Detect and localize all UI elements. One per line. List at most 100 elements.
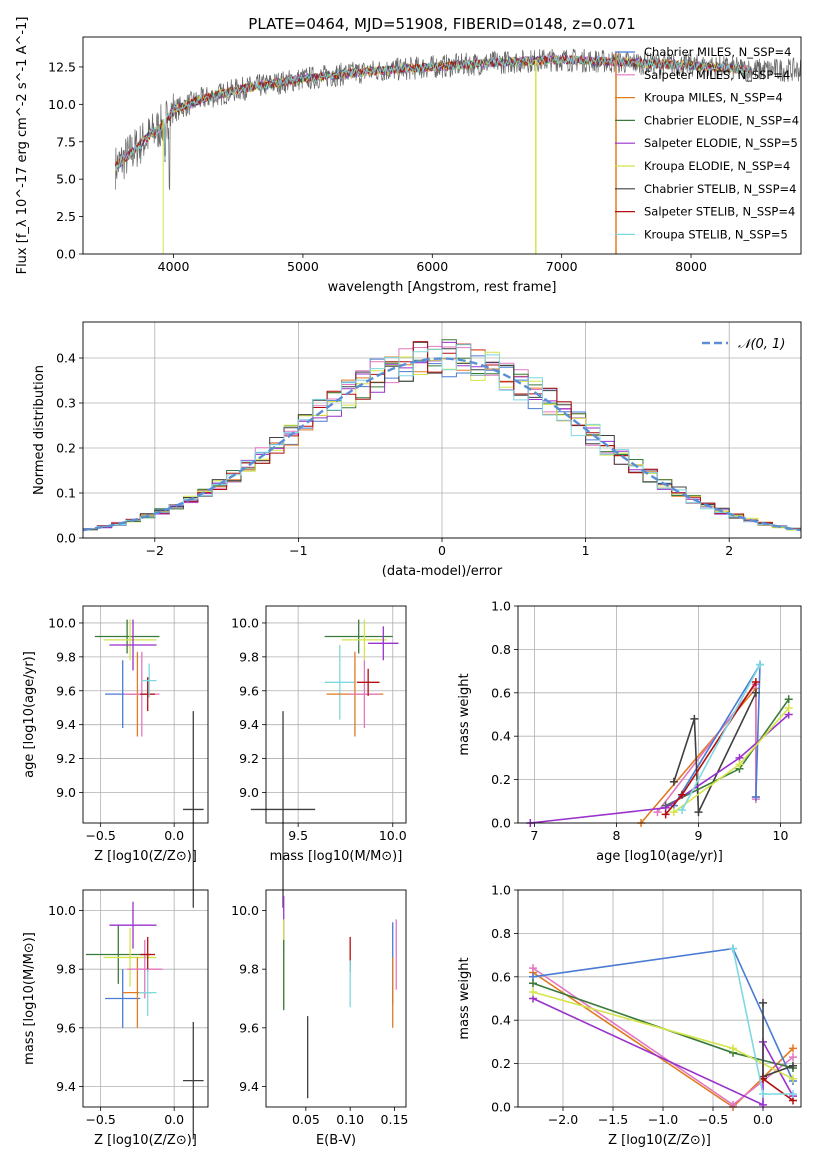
x-tick-label: 10.0 [379,828,407,843]
y-tick-label: 9.2 [239,751,259,766]
y-tick-label: 9.4 [56,1079,76,1094]
weight-marker [729,1100,737,1109]
x-tick-label: −2 [146,543,164,558]
y-tick-label: 1.0 [491,599,511,614]
x-axis-label: Z [log10(Z/Z⊙)] [94,1133,197,1148]
y-tick-label: 9.6 [56,1020,76,1035]
x-tick-label: 6000 [416,259,448,274]
y-tick-label: 9.4 [239,1079,259,1094]
weight-marker [690,714,699,723]
x-tick-label: 7000 [546,259,578,274]
weight-marker [784,703,793,712]
weight-marker [529,979,537,988]
y-tick-label: 9.0 [56,785,76,800]
x-tick-label: 0.0 [164,1112,184,1127]
weight-marker [529,987,537,996]
y-tick-label: 0.4 [56,351,76,366]
weight-marker [678,790,687,799]
weight-marker [755,660,764,669]
x-tick-label: 9.5 [288,828,308,843]
weight_vs_Z-panel: −2.0 −1.5 −1.0 −0.5 0.0 0.0 0.2 0.4 0.6 0.8 1.0 Z [… [457,883,802,1148]
x-tick-label: 0.0 [164,828,184,843]
y-axis-label: age [log10(age/yr)] [22,651,37,778]
weight-marker [735,760,744,769]
plot-layer: 4000 5000 6000 7000 80000.02.55.07.510.012.5… [15,17,802,1148]
legend-entry: Kroupa MILES, N_SSP=4 [644,91,783,105]
legend-entry: 𝒩(0, 1) [738,337,785,352]
weight-marker [694,808,703,817]
residual-histogram [83,344,801,532]
y-tick-label: 10.0 [231,903,259,918]
y-tick-label: 0.0 [56,531,76,546]
y-tick-label: 9.6 [56,683,76,698]
x-axis-label: Z [log10(Z/Z⊙)] [608,1133,711,1148]
weight-marker [759,1089,767,1098]
y-axis-label: Flux [f_λ 10^-17 erg cm^-2 s^-1 A^-1] [15,17,30,275]
y-tick-label: 0.8 [491,926,511,941]
x-tick-label: −1.5 [598,1112,628,1127]
x-axis-label: (data-model)/error [382,564,503,579]
weight-line [530,713,790,824]
y-tick-label: 10.0 [231,615,259,630]
weight-line [681,664,761,811]
legend-entry: Kroupa ELODIE, N_SSP=4 [644,159,790,173]
legend-entry: Chabrier ELODIE, N_SSP=4 [644,113,799,127]
y-tick-label: 9.2 [56,751,76,766]
age_vs_Z-panel: −0.5 0.0 9.0 9.2 9.4 9.6 9.8 10.0 Z [log10(Z/Z⊙)… [22,605,209,908]
mass_vs_Z-panel: −0.5 0.0 9.4 9.6 9.8 10.0 Z [log10(Z/Z⊙)] mass … [22,889,209,1148]
x-tick-label: 9 [694,828,702,843]
y-tick-label: 0.0 [56,247,76,262]
y-tick-label: 9.8 [56,649,76,664]
x-tick-label: 8 [612,828,620,843]
y-tick-label: 9.8 [239,962,259,977]
weight_vs_age-panel: 7 8 9 10 0.0 0.2 0.4 0.6 0.8 1.0 age [log10(age/yr… [457,599,802,864]
spectrum-model-line [114,54,749,169]
x-tick-label: 5000 [287,259,319,274]
mass_vs_ebv-panel: 0.05 0.10 0.15 9.4 9.6 9.8 10.0 E(B-V) [231,889,409,1148]
legend-entry: Chabrier STELIB, N_SSP=4 [644,182,796,196]
x-axis-label: wavelength [Angstrom, rest frame] [328,280,557,295]
x-axis-label: age [log10(age/yr)] [596,849,723,864]
weight-marker [759,1100,767,1109]
weight-marker [729,1044,737,1053]
y-tick-label: 9.6 [239,1020,259,1035]
weight-marker [669,808,678,817]
x-tick-label: −0.5 [85,828,115,843]
y-tick-label: 0.0 [491,1100,511,1115]
legend-entry: Salpeter MILES, N_SSP=4 [644,68,790,82]
y-tick-label: 0.2 [56,441,76,456]
residuals-panel: −2 −1 0 1 2 0.0 0.1 0.2 0.3 0.4 𝒩(0, 1) (data-model… [32,321,802,579]
y-tick-label: 9.4 [239,717,259,732]
y-tick-label: 7.5 [56,134,76,149]
y-tick-label: 0.8 [491,642,511,657]
y-tick-label: 10.0 [48,615,76,630]
x-tick-label: 0.10 [336,1112,364,1127]
x-tick-label: 0 [438,543,446,558]
y-tick-label: 0.2 [491,772,511,787]
y-tick-label: 9.8 [56,962,76,977]
y-tick-label: 0.4 [491,729,511,744]
y-tick-label: 0.6 [491,685,511,700]
weight-line [673,661,761,807]
y-tick-label: 0.2 [491,1056,511,1071]
y-tick-label: 10.0 [48,903,76,918]
x-tick-label: 0.15 [381,1112,409,1127]
x-tick-label: 7 [530,828,538,843]
y-tick-label: 10.0 [48,97,76,112]
weight-marker [529,964,537,973]
weight-marker [759,998,767,1007]
axes-frame [82,36,802,255]
x-tick-label: −2.0 [548,1112,578,1127]
x-tick-label: 0.05 [292,1112,320,1127]
spectrum-model-line [114,54,750,172]
axes-frame [517,889,802,1108]
age_vs_mass-panel: 9.5 10.0 9.0 9.2 9.4 9.6 9.8 10.0 mass [log10(M/… [231,605,407,908]
weight-line [673,692,757,813]
x-tick-label: −1.0 [648,1112,678,1127]
weight-marker [789,1089,797,1098]
spectrum-panel: 4000 5000 6000 7000 8000 0.0 2.5 5.0 7.5 10.0 12.5… [15,17,802,295]
axes-frame [82,321,802,539]
weight-marker [661,810,670,819]
y-tick-label: 2.5 [56,209,76,224]
